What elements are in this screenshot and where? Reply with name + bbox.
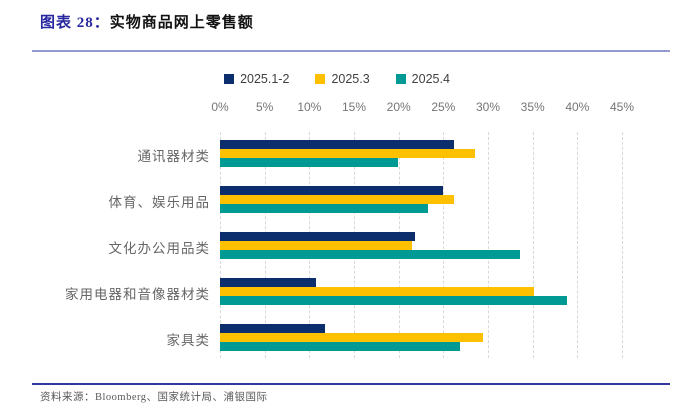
bar [220,250,521,259]
x-axis-tick: 25% [431,100,456,114]
bar-group [220,186,623,213]
bar-group [220,278,623,305]
bar [220,140,455,149]
gridline [532,132,534,358]
legend-swatch [315,74,326,84]
bar [220,195,455,204]
x-axis-tick: 35% [520,100,545,114]
legend-swatch [395,74,406,84]
legend-label: 2025.3 [331,72,370,86]
category-label: 家用电器和音像器材类 [65,287,210,302]
bar-group [220,140,623,167]
bar [220,158,398,167]
header-divider [32,50,670,52]
legend-label: 2025.4 [411,72,450,86]
figure-title-text: 实物商品网上零售额 [109,15,254,31]
x-axis-tick: 10% [297,100,322,114]
x-axis-tick: 30% [475,100,501,114]
chart-plot-area [220,130,623,358]
category-label: 通讯器材类 [137,149,210,164]
gridline [622,132,623,358]
bar [220,287,534,296]
legend-item-2025.3: 2025.3 [315,72,370,86]
x-axis-tick: 0% [211,100,229,114]
gridline [443,132,445,358]
bar [220,204,429,213]
legend-item-2025.4: 2025.4 [395,72,450,86]
gridline [577,132,579,358]
figure-number-label: 图表 28： [40,15,110,31]
legend-item-2025.1-2: 2025.1-2 [224,72,289,86]
bar [220,342,461,351]
bar [220,278,317,287]
bar [220,186,444,195]
x-axis-tick: 5% [255,100,274,114]
footer-divider [32,383,670,385]
bar [220,333,483,342]
category-label: 体育、娱乐用品 [108,195,210,210]
legend-swatch [224,74,235,84]
x-axis-tick: 15% [341,100,367,114]
category-label: 文化办公用品类 [108,241,210,256]
bar [220,241,413,250]
x-axis-tick: 45% [609,100,635,114]
chart-legend: 2025.1-2 2025.3 2025.4 [30,70,644,88]
x-axis-tick: 40% [565,100,590,114]
x-axis-tick: 20% [386,100,411,114]
bar-group [220,324,623,351]
figure-title: 图表 28：实物商品网上零售额 [40,11,254,32]
bar [220,324,325,333]
gridline [488,132,489,358]
legend-label: 2025.1-2 [240,72,290,86]
bar [220,149,476,158]
bar [220,296,567,305]
source-note: 资料来源：Bloomberg、国家统计局、浦银国际 [40,392,268,403]
bar-group [220,232,623,259]
category-label: 家具类 [166,333,210,348]
bar [220,232,415,241]
